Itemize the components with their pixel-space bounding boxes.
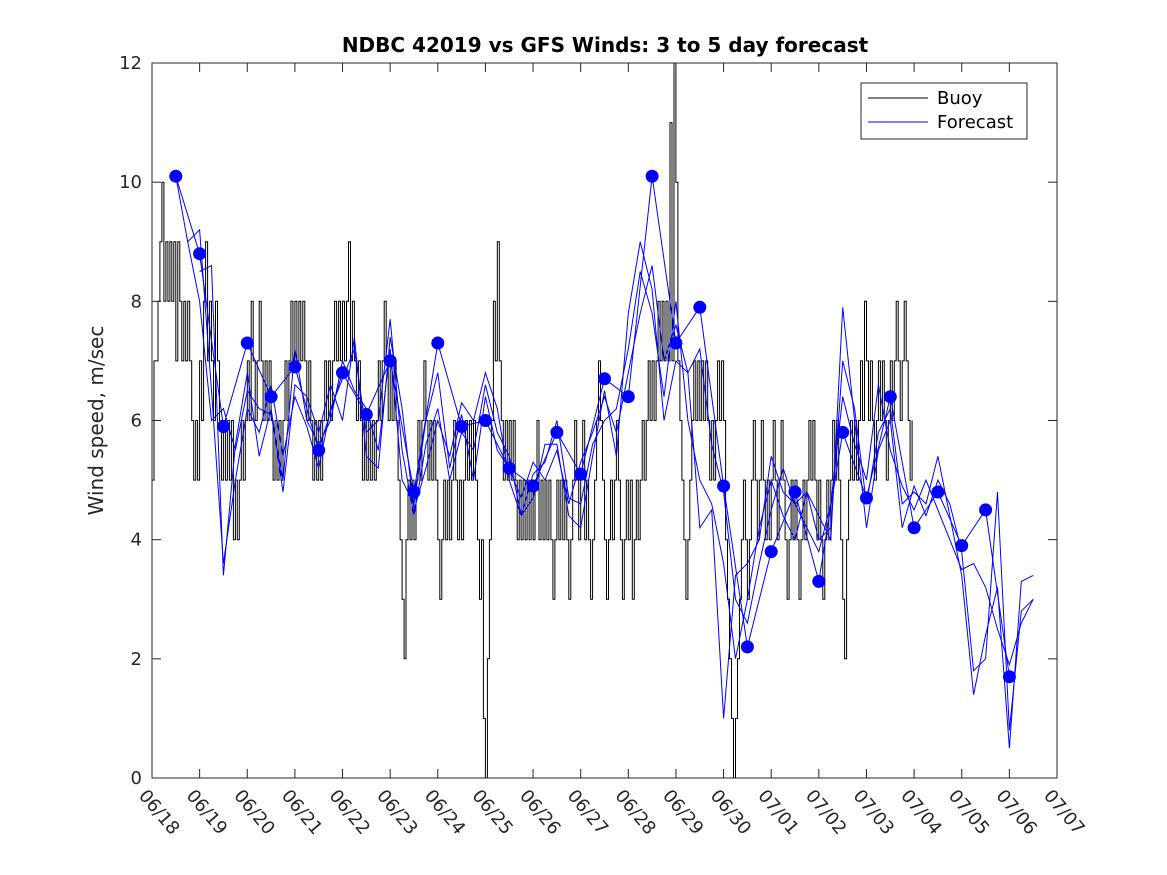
forecast-marker <box>526 479 540 493</box>
forecast-markers <box>169 169 1016 684</box>
forecast-marker <box>598 372 611 386</box>
forecast-marker <box>193 247 207 261</box>
forecast-marker <box>907 521 921 535</box>
forecast-marker <box>264 390 278 404</box>
forecast-marker <box>336 366 349 380</box>
forecast-marker <box>669 336 683 350</box>
forecast-marker <box>955 539 969 553</box>
forecast-marker <box>788 485 802 499</box>
forecast-marker <box>693 300 707 314</box>
forecast-marker <box>312 443 326 457</box>
forecast-marker <box>1002 670 1016 684</box>
forecast-marker <box>740 640 754 654</box>
forecast-marker <box>502 461 516 475</box>
forecast-marker <box>455 420 469 433</box>
legend-forecast-label: Forecast <box>937 112 1013 133</box>
forecast-marker <box>431 336 445 350</box>
forecast-marker <box>359 408 373 421</box>
forecast-run-3 <box>187 228 1034 749</box>
y-tick-label: 4 <box>131 530 142 551</box>
forecast-marker <box>216 420 230 433</box>
forecast-marker <box>764 545 778 559</box>
forecast-marker <box>812 574 826 588</box>
forecast-marker <box>645 169 659 183</box>
buoy-line <box>152 62 913 779</box>
forecast-marker <box>860 491 873 505</box>
y-axis: 0 2 4 6 8 10 12 <box>119 53 1057 789</box>
forecast-marker <box>550 425 564 439</box>
forecast-marker <box>883 390 897 404</box>
forecast-marker <box>288 360 302 374</box>
plot-area <box>152 62 1057 779</box>
forecast-series <box>175 176 1034 749</box>
forecast-marker <box>717 479 731 493</box>
forecast-marker <box>407 485 421 499</box>
forecast-marker <box>621 390 635 404</box>
y-tick-label: 10 <box>119 172 142 193</box>
legend-buoy-label: Buoy <box>937 88 983 109</box>
y-tick-label: 8 <box>131 291 142 312</box>
chart-title: NDBC 42019 vs GFS Winds: 3 to 5 day fore… <box>342 33 869 57</box>
buoy-series <box>152 62 913 779</box>
forecast-marker <box>478 414 492 427</box>
forecast-marker <box>574 467 588 481</box>
forecast-marker <box>240 336 254 350</box>
y-tick-label: 6 <box>131 411 142 432</box>
y-tick-label: 12 <box>119 53 142 74</box>
y-tick-label: 2 <box>131 649 142 670</box>
forecast-marker <box>979 503 993 517</box>
forecast-marker <box>383 354 397 368</box>
forecast-marker <box>169 169 183 183</box>
y-axis-label: Wind speed, m/sec <box>84 326 108 516</box>
legend: Buoy Forecast <box>860 82 1028 140</box>
legend-box <box>860 82 1028 140</box>
forecast-marker <box>931 485 945 499</box>
forecast-marker <box>836 425 850 439</box>
y-tick-label: 0 <box>131 768 142 789</box>
forecast-run-4 <box>199 241 1034 731</box>
